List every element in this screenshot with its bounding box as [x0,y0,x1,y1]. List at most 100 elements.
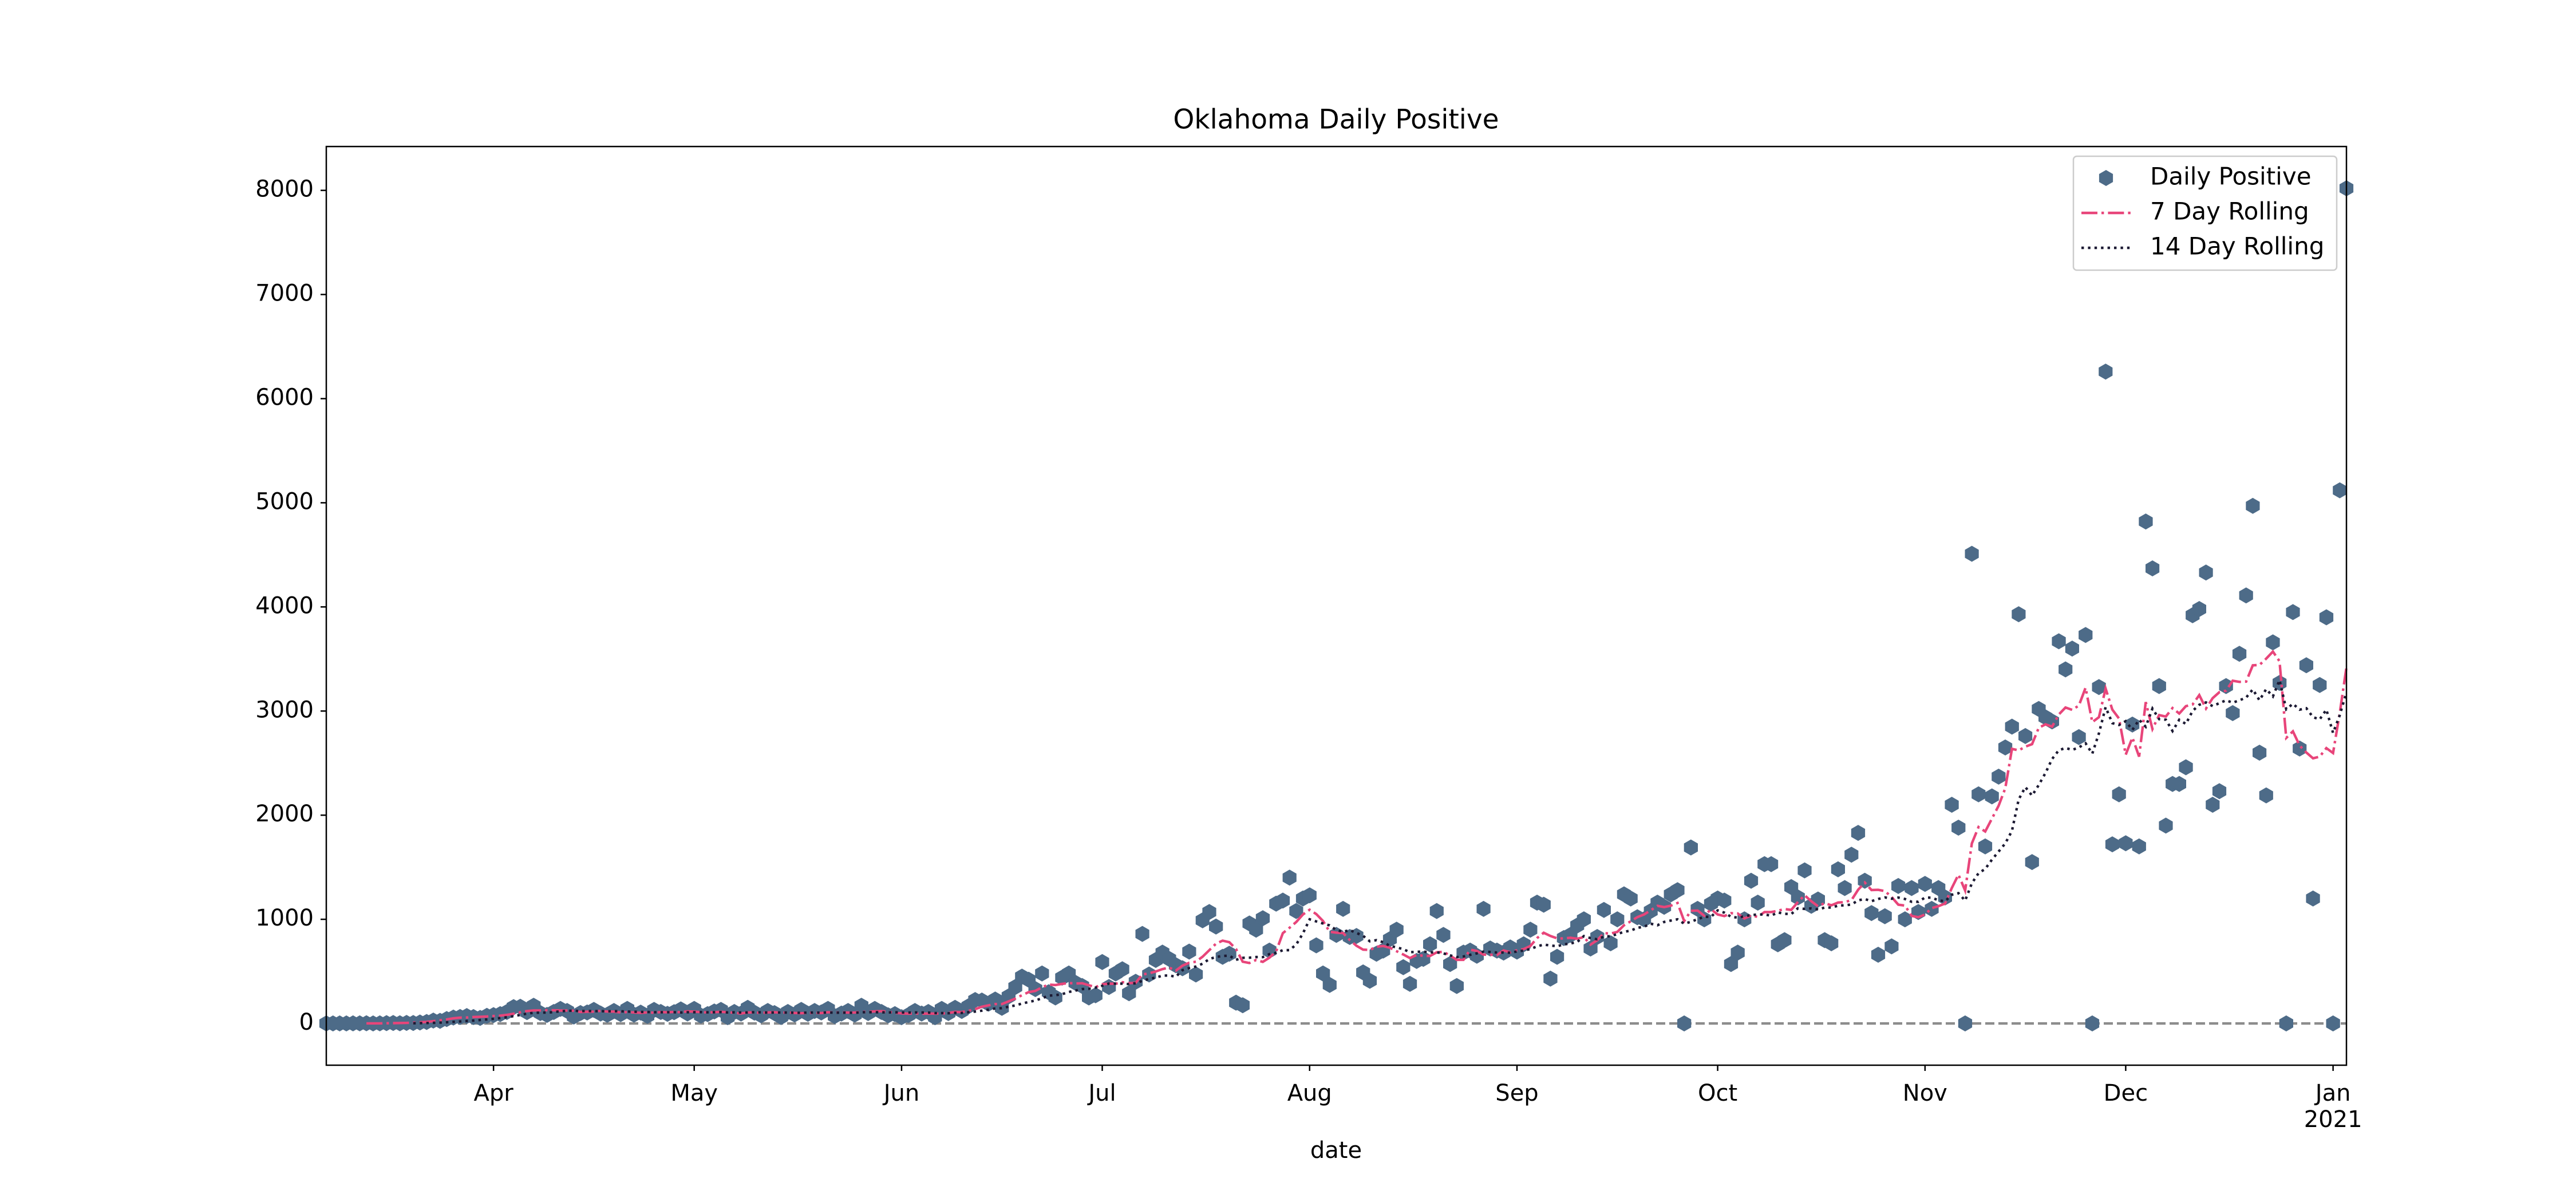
data-point [1102,979,1116,995]
data-point [2246,497,2260,514]
x-tick-label: Dec [2103,1080,2148,1106]
legend-label: Daily Positive [2150,163,2312,191]
data-point [1275,892,1290,909]
data-point [1443,956,1457,972]
data-point [1764,856,1779,872]
data-point [1402,975,1417,992]
y-tick-label: 7000 [255,280,314,307]
x-tick-label: Jun [883,1080,920,1106]
x-axis-label: date [1310,1137,1362,1164]
data-point [1075,978,1089,994]
y-tick-label: 4000 [255,592,314,619]
data-point [1958,1015,1973,1031]
data-point [1878,908,1892,924]
data-point [1122,985,1136,1002]
data-point [2319,609,2334,626]
data-point [1965,545,1979,562]
data-point [1302,887,1317,904]
data-point [1898,911,1912,928]
data-point [2333,482,2347,499]
data-point [1670,882,1685,899]
data-point [1436,927,1451,943]
data-point [1791,889,1805,906]
data-point [1316,965,1330,982]
data-point [1289,903,1303,919]
data-point [1610,911,1625,928]
data-point [2199,564,2213,581]
legend-label: 7 Day Rolling [2150,197,2309,226]
data-point [1209,918,1223,935]
data-point [1476,900,1491,917]
data-point [1724,956,1739,972]
x-tick-label: May [670,1080,718,1106]
data-point [1309,937,1323,954]
x-tick-label: Jul [1088,1080,1116,1106]
data-point [1824,935,1839,951]
data-point [1583,940,1598,957]
data-point [1008,979,1022,995]
data-point [1951,820,1966,836]
data-point [1449,978,1464,994]
data-point [1088,987,1103,1003]
data-point [1115,961,1129,978]
data-point [2085,1015,2100,1031]
data-point [2299,657,2313,674]
data-point [1777,932,1792,948]
data-point [2313,677,2327,693]
data-point [1389,922,1404,938]
data-point [2326,1015,2340,1031]
data-point [2112,786,2126,802]
data-point [1095,954,1109,970]
data-point [1684,839,1698,856]
chart-title: Oklahoma Daily Positive [1173,104,1499,136]
data-point [1329,927,1344,943]
data-point [1945,797,1959,813]
data-point [2072,729,2086,745]
data-point [1429,903,1444,919]
data-point [1536,896,1551,913]
rolling-line [413,675,2348,1025]
data-point [1396,959,1411,975]
data-point [1255,910,1270,927]
data-point [2232,646,2247,662]
data-point [2132,838,2146,855]
data-point [1730,944,1745,961]
data-point [1978,838,1993,855]
data-point [2206,797,2220,813]
data-point [2219,678,2233,694]
legend-marker [2099,170,2113,186]
data-point [2286,604,2300,620]
data-point [1543,970,1558,987]
data-point [1697,911,1712,928]
data-point [2192,601,2206,617]
data-point [1992,768,2006,785]
y-tick-label: 2000 [255,801,314,827]
data-point [1918,876,1932,892]
plot-frame [325,145,2348,1066]
x-tick-label: Nov [1902,1080,1947,1106]
data-point [1971,786,1986,802]
data-point [2099,363,2113,380]
y-tick-label: 8000 [255,176,314,203]
data-point [1851,825,1866,841]
data-point [2259,787,2273,804]
data-point [1623,890,1638,907]
data-point [1322,976,1337,993]
data-point [1222,946,1236,962]
data-point [1744,872,1759,889]
data-point [1282,869,1297,886]
data-point [1884,938,1899,955]
data-point [1362,972,1377,989]
data-point [1905,880,1919,896]
data-point [1249,922,1263,938]
data-point [1891,877,1906,894]
data-point [2172,776,2186,792]
data-point [1831,861,1845,877]
data-point [2239,587,2253,604]
data-point [2293,740,2307,757]
x-tick-label: Aug [1287,1080,1332,1106]
data-point [2306,890,2320,907]
x-tick-label: Jan 2021 [2304,1080,2362,1133]
y-tick-label: 6000 [255,384,314,410]
